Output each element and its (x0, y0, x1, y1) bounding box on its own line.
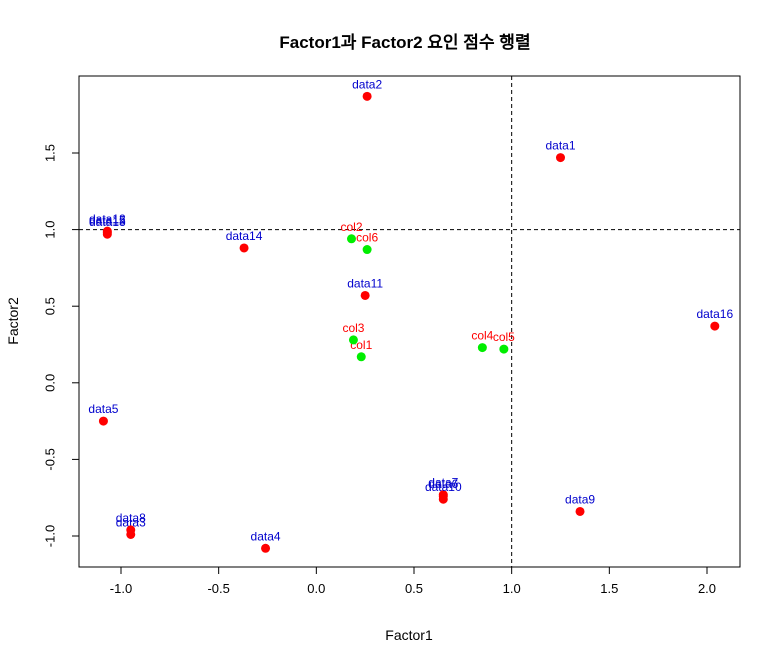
point-data4 (261, 543, 271, 553)
x-tick-label: 0.5 (405, 581, 423, 596)
point-label-data16: data16 (696, 307, 733, 321)
y-axis-label: Factor2 (5, 297, 21, 345)
point-col4 (477, 343, 487, 353)
point-label-col6: col6 (356, 231, 378, 245)
point-label-data1: data1 (545, 139, 575, 153)
point-data10 (438, 494, 448, 504)
x-axis: -1.0 -0.5 0.0 0.5 1.0 1.5 2.0 (110, 566, 716, 596)
point-data15 (102, 228, 112, 238)
point-label-col3: col3 (342, 321, 364, 335)
point-label-col5: col5 (493, 330, 515, 344)
point-label-data9: data9 (565, 492, 595, 506)
chart-title: Factor1과 Factor2 요인 점수 행렬 (279, 32, 530, 52)
x-tick-label: 2.0 (698, 581, 716, 596)
point-data14 (239, 243, 249, 253)
point-data9 (575, 506, 585, 516)
point-label-data8: data8 (116, 511, 146, 525)
x-tick-label: -1.0 (110, 581, 132, 596)
point-label-data7: data7 (428, 476, 458, 490)
point-col2 (346, 234, 356, 244)
y-tick-label: -1.0 (43, 525, 58, 547)
point-data11 (360, 290, 370, 300)
x-tick-label: 1.5 (600, 581, 618, 596)
x-axis-label: Factor1 (385, 627, 433, 643)
reference-lines (79, 76, 740, 567)
point-col6 (362, 245, 372, 255)
point-data5 (98, 416, 108, 426)
point-col1 (356, 352, 366, 362)
point-label-col4: col4 (471, 329, 493, 343)
y-axis: -1.0 -0.5 0.0 0.5 1.0 1.5 (43, 144, 80, 547)
point-label-data14: data14 (226, 229, 263, 243)
point-label-col2: col2 (340, 220, 362, 234)
y-tick-label: 0.0 (43, 374, 58, 392)
point-data8 (126, 525, 136, 535)
plot-frame (78, 75, 741, 568)
point-label-data2: data2 (352, 77, 382, 91)
x-tick-label: 0.0 (307, 581, 325, 596)
y-tick-label: 1.5 (43, 144, 58, 162)
y-tick-label: 0.5 (43, 297, 58, 315)
point-label-data4: data4 (251, 529, 281, 543)
point-data1 (556, 153, 565, 163)
point-label-data6: data6 (428, 477, 458, 491)
point-col5 (499, 344, 509, 354)
y-tick-label: 1.0 (43, 221, 58, 239)
point-label-data15: data15 (89, 214, 126, 228)
point-label-data5: data5 (88, 402, 118, 416)
point-label-data12: data12 (89, 212, 126, 226)
x-tick-label: 1.0 (503, 581, 521, 596)
point-label-data13: data13 (89, 215, 126, 229)
point-label-data3: data3 (116, 515, 146, 529)
x-tick-label: -0.5 (207, 581, 229, 596)
point-label-data10: data10 (425, 480, 462, 494)
y-tick-label: -0.5 (43, 448, 58, 470)
point-label-data11: data11 (347, 276, 383, 290)
point-data16 (710, 321, 720, 331)
point-col3 (348, 335, 358, 345)
point-data2 (362, 91, 372, 101)
